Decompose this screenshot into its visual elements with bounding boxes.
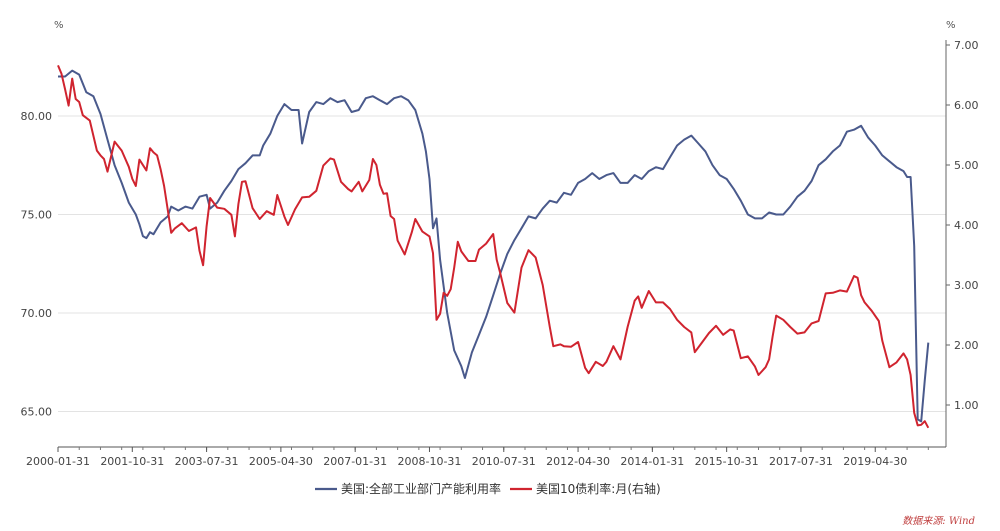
right-axis-unit: %	[946, 20, 956, 31]
gridlines	[58, 115, 946, 413]
series-line-capacity	[58, 69, 930, 423]
x-tick-label: 2015-10-31	[695, 455, 759, 468]
x-tick-label: 2017-07-31	[769, 455, 833, 468]
x-tick-label: 2000-01-31	[26, 455, 90, 468]
x-tick-label: 2019-04-30	[843, 455, 907, 468]
left-tick-label: 75.00	[21, 208, 53, 221]
left-tick-label: 70.00	[21, 307, 53, 320]
source-label: 数据来源: Wind	[902, 515, 975, 527]
x-axis: 2000-01-31 2001-10-31 2003-07-31 2005-04-30…	[26, 446, 946, 468]
x-tick-label: 2001-10-31	[100, 455, 164, 468]
right-tick-label: 7.00	[954, 39, 979, 52]
x-tick-label: 2007-01-31	[323, 455, 387, 468]
left-tick-label: 65.00	[21, 406, 53, 419]
right-tick-label: 5.00	[954, 159, 979, 172]
x-tick-label: 2010-07-31	[472, 455, 536, 468]
x-tick-label: 2008-10-31	[398, 455, 462, 468]
right-y-axis: 1.00 2.00 3.00 4.00 5.00 6.00 7.00	[945, 39, 979, 447]
left-y-axis: 65.00 70.00 75.00 80.00	[21, 110, 53, 419]
left-axis-unit: %	[54, 20, 64, 31]
right-tick-label: 4.00	[954, 219, 979, 232]
right-tick-label: 1.00	[954, 399, 979, 412]
x-tick-label: 2005-04-30	[249, 455, 313, 468]
legend: 美国:全部工业部门产能利用率 美国10债利率:月(右轴)	[315, 481, 661, 496]
left-tick-label: 80.00	[21, 110, 53, 123]
right-tick-label: 6.00	[954, 99, 979, 112]
x-tick-label: 2012-04-30	[546, 455, 610, 468]
legend-label-yield: 美国10债利率:月(右轴)	[536, 481, 661, 496]
series-line-yield	[57, 65, 930, 429]
legend-label-capacity: 美国:全部工业部门产能利用率	[341, 481, 501, 496]
plot-series	[57, 65, 930, 429]
x-tick-label: 2003-07-31	[175, 455, 239, 468]
right-tick-label: 2.00	[954, 339, 979, 352]
x-tick-label: 2014-01-31	[620, 455, 684, 468]
right-tick-label: 3.00	[954, 279, 979, 292]
